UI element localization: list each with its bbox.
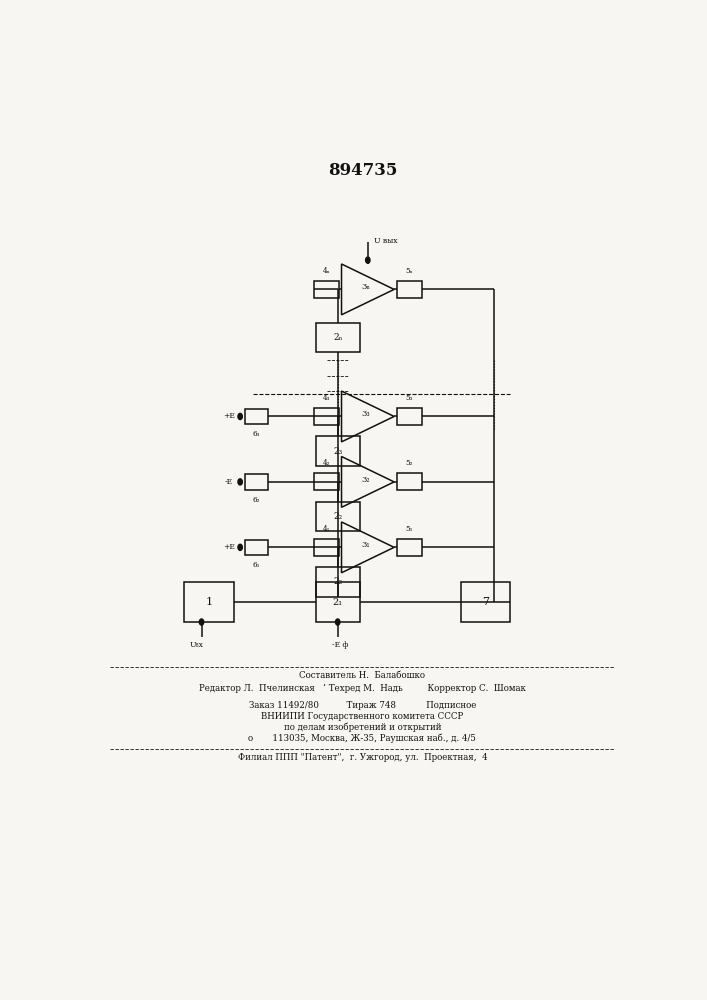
Text: ВНИИПИ Государственного комитета СССР: ВНИИПИ Государственного комитета СССР: [261, 712, 464, 721]
Text: 5₂: 5₂: [405, 459, 413, 467]
Circle shape: [199, 619, 204, 625]
Circle shape: [238, 544, 243, 550]
Text: 4₁: 4₁: [322, 525, 330, 533]
Bar: [314, 281, 339, 298]
Text: 5₃: 5₃: [405, 394, 413, 402]
Circle shape: [336, 619, 340, 625]
Text: 5ₙ: 5ₙ: [405, 267, 413, 275]
Text: 5₁: 5₁: [405, 525, 413, 533]
Text: U₈х: U₈х: [189, 641, 204, 649]
Bar: [185, 582, 233, 622]
Text: о       113035, Москва, Ж-35, Раушская наб., д. 4/5: о 113035, Москва, Ж-35, Раушская наб., д…: [248, 734, 477, 743]
Text: 4₃: 4₃: [322, 394, 330, 402]
Bar: [461, 582, 510, 622]
Bar: [397, 408, 421, 425]
Text: -E ф: -E ф: [332, 641, 349, 649]
Text: +E: +E: [223, 412, 235, 420]
Text: 2₃: 2₃: [333, 447, 342, 456]
Text: 6₁: 6₁: [252, 561, 259, 569]
Bar: [316, 567, 360, 597]
Bar: [316, 436, 360, 466]
Bar: [314, 408, 339, 425]
Text: 3₃: 3₃: [361, 410, 370, 418]
Text: 2₂: 2₂: [333, 512, 342, 521]
Bar: [245, 474, 267, 490]
Text: 1: 1: [205, 597, 213, 607]
Text: 3₂: 3₂: [361, 476, 370, 484]
Text: 2₂: 2₂: [333, 578, 342, 586]
Text: 7: 7: [482, 597, 489, 607]
Bar: [397, 281, 421, 298]
Text: Редактор Л.  Пчелинская   ’ Техред М.  Надь         Корректор С.  Шомак: Редактор Л. Пчелинская ’ Техред М. Надь …: [199, 684, 526, 693]
Circle shape: [366, 257, 370, 263]
Text: -E: -E: [225, 478, 233, 486]
Bar: [314, 473, 339, 490]
Text: 4₂: 4₂: [322, 459, 330, 467]
Text: 2ₙ: 2ₙ: [333, 333, 342, 342]
Bar: [397, 539, 421, 556]
Text: 3ₙ: 3ₙ: [361, 283, 370, 291]
Circle shape: [238, 479, 243, 485]
Bar: [314, 539, 339, 556]
Text: 6₃: 6₃: [252, 430, 259, 438]
Bar: [316, 502, 360, 531]
Text: U вых: U вых: [373, 237, 397, 245]
Text: 4ₙ: 4ₙ: [322, 267, 330, 275]
Text: +E: +E: [223, 543, 235, 551]
Bar: [397, 473, 421, 490]
Bar: [245, 409, 267, 424]
Text: Составитель Н.  Балабошко: Составитель Н. Балабошко: [299, 671, 426, 680]
Circle shape: [238, 413, 243, 420]
Text: Филиал ППП "Патент",  г. Ужгород, ул.  Проектная,  4: Филиал ППП "Патент", г. Ужгород, ул. Про…: [238, 753, 487, 762]
Text: 894735: 894735: [327, 162, 397, 179]
Text: 6₂: 6₂: [252, 496, 259, 504]
Text: Заказ 11492/80          Тираж 748           Подписное: Заказ 11492/80 Тираж 748 Подписное: [249, 701, 476, 710]
Bar: [245, 540, 267, 555]
Text: 2₁: 2₁: [332, 598, 343, 607]
Text: 3₁: 3₁: [361, 541, 370, 549]
Bar: [316, 323, 360, 352]
Text: по делам изобретений и открытий: по делам изобретений и открытий: [284, 723, 441, 732]
Bar: [316, 582, 360, 622]
